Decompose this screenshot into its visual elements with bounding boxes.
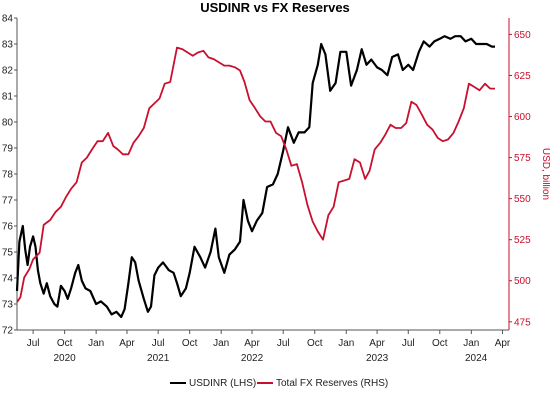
left-axis-ticks: 72 73 74 75 76 77 78 79 80 81 82 83 84 — [2, 14, 17, 337]
left-tick-label: 83 — [2, 40, 14, 51]
series-line-usdinr — [15, 35, 495, 319]
x-year-label: 2022 — [241, 353, 264, 364]
right-axis-label: USD, billion — [540, 148, 550, 200]
x-year-label: 2023 — [366, 353, 389, 364]
left-tick-label: 75 — [2, 248, 14, 259]
x-tick-label: Apr — [369, 338, 385, 349]
left-tick-label: 84 — [2, 14, 14, 25]
left-tick-label: 80 — [2, 118, 14, 129]
x-tick-label: Oct — [182, 338, 198, 349]
x-year-label: 2020 — [53, 353, 76, 364]
x-tick-label: Jul — [402, 338, 415, 349]
x-tick-label: Oct — [57, 338, 73, 349]
right-tick-label: 600 — [514, 112, 531, 123]
right-tick-label: 650 — [514, 30, 531, 41]
right-tick-label: 475 — [514, 317, 531, 328]
x-tick-label: Jan — [88, 338, 104, 349]
right-tick-label: 500 — [514, 276, 531, 287]
x-year-label: 2021 — [147, 353, 170, 364]
x-tick-label: Jan — [338, 338, 354, 349]
series-line-reserves — [16, 46, 495, 303]
x-tick-label: Apr — [495, 338, 511, 349]
x-tick-label: Jan — [213, 338, 229, 349]
series-layer — [15, 35, 495, 319]
legend-label-reserves: Total FX Reserves (RHS) — [276, 378, 388, 389]
right-tick-label: 525 — [514, 235, 531, 246]
right-tick-label: 575 — [514, 153, 531, 164]
x-axis-ticks: Jul Oct Jan Apr Jul Oct Jan Apr Jul Oct Jan Apr Jul O… — [27, 330, 511, 364]
right-axis-ticks: 475 500 525 550 575 600 625 650 — [509, 30, 531, 328]
left-tick-label: 74 — [2, 274, 14, 285]
right-tick-label: 550 — [514, 194, 531, 205]
x-tick-label: Jul — [27, 338, 40, 349]
x-tick-label: Jan — [463, 338, 479, 349]
x-tick-label: Apr — [119, 338, 135, 349]
x-tick-label: Jul — [152, 338, 165, 349]
left-tick-label: 79 — [2, 144, 14, 155]
legend: USDINR (LHS) Total FX Reserves (RHS) — [170, 378, 388, 389]
left-tick-label: 73 — [2, 300, 14, 311]
right-tick-label: 625 — [514, 71, 531, 82]
legend-label-usdinr: USDINR (LHS) — [189, 378, 256, 389]
chart-title: USDINR vs FX Reserves — [200, 0, 350, 15]
left-tick-label: 78 — [2, 170, 14, 181]
x-year-label: 2024 — [465, 353, 488, 364]
left-tick-label: 72 — [2, 326, 14, 337]
x-tick-label: Apr — [244, 338, 260, 349]
x-tick-label: Oct — [432, 338, 448, 349]
left-tick-label: 76 — [2, 222, 14, 233]
plot-area: 72 73 74 75 76 77 78 79 80 81 82 83 84 475 500 525 550 5… — [2, 14, 531, 365]
left-tick-label: 82 — [2, 66, 14, 77]
left-tick-label: 77 — [2, 196, 14, 207]
left-tick-label: 81 — [2, 92, 14, 103]
x-tick-label: Oct — [307, 338, 323, 349]
x-tick-label: Jul — [277, 338, 290, 349]
